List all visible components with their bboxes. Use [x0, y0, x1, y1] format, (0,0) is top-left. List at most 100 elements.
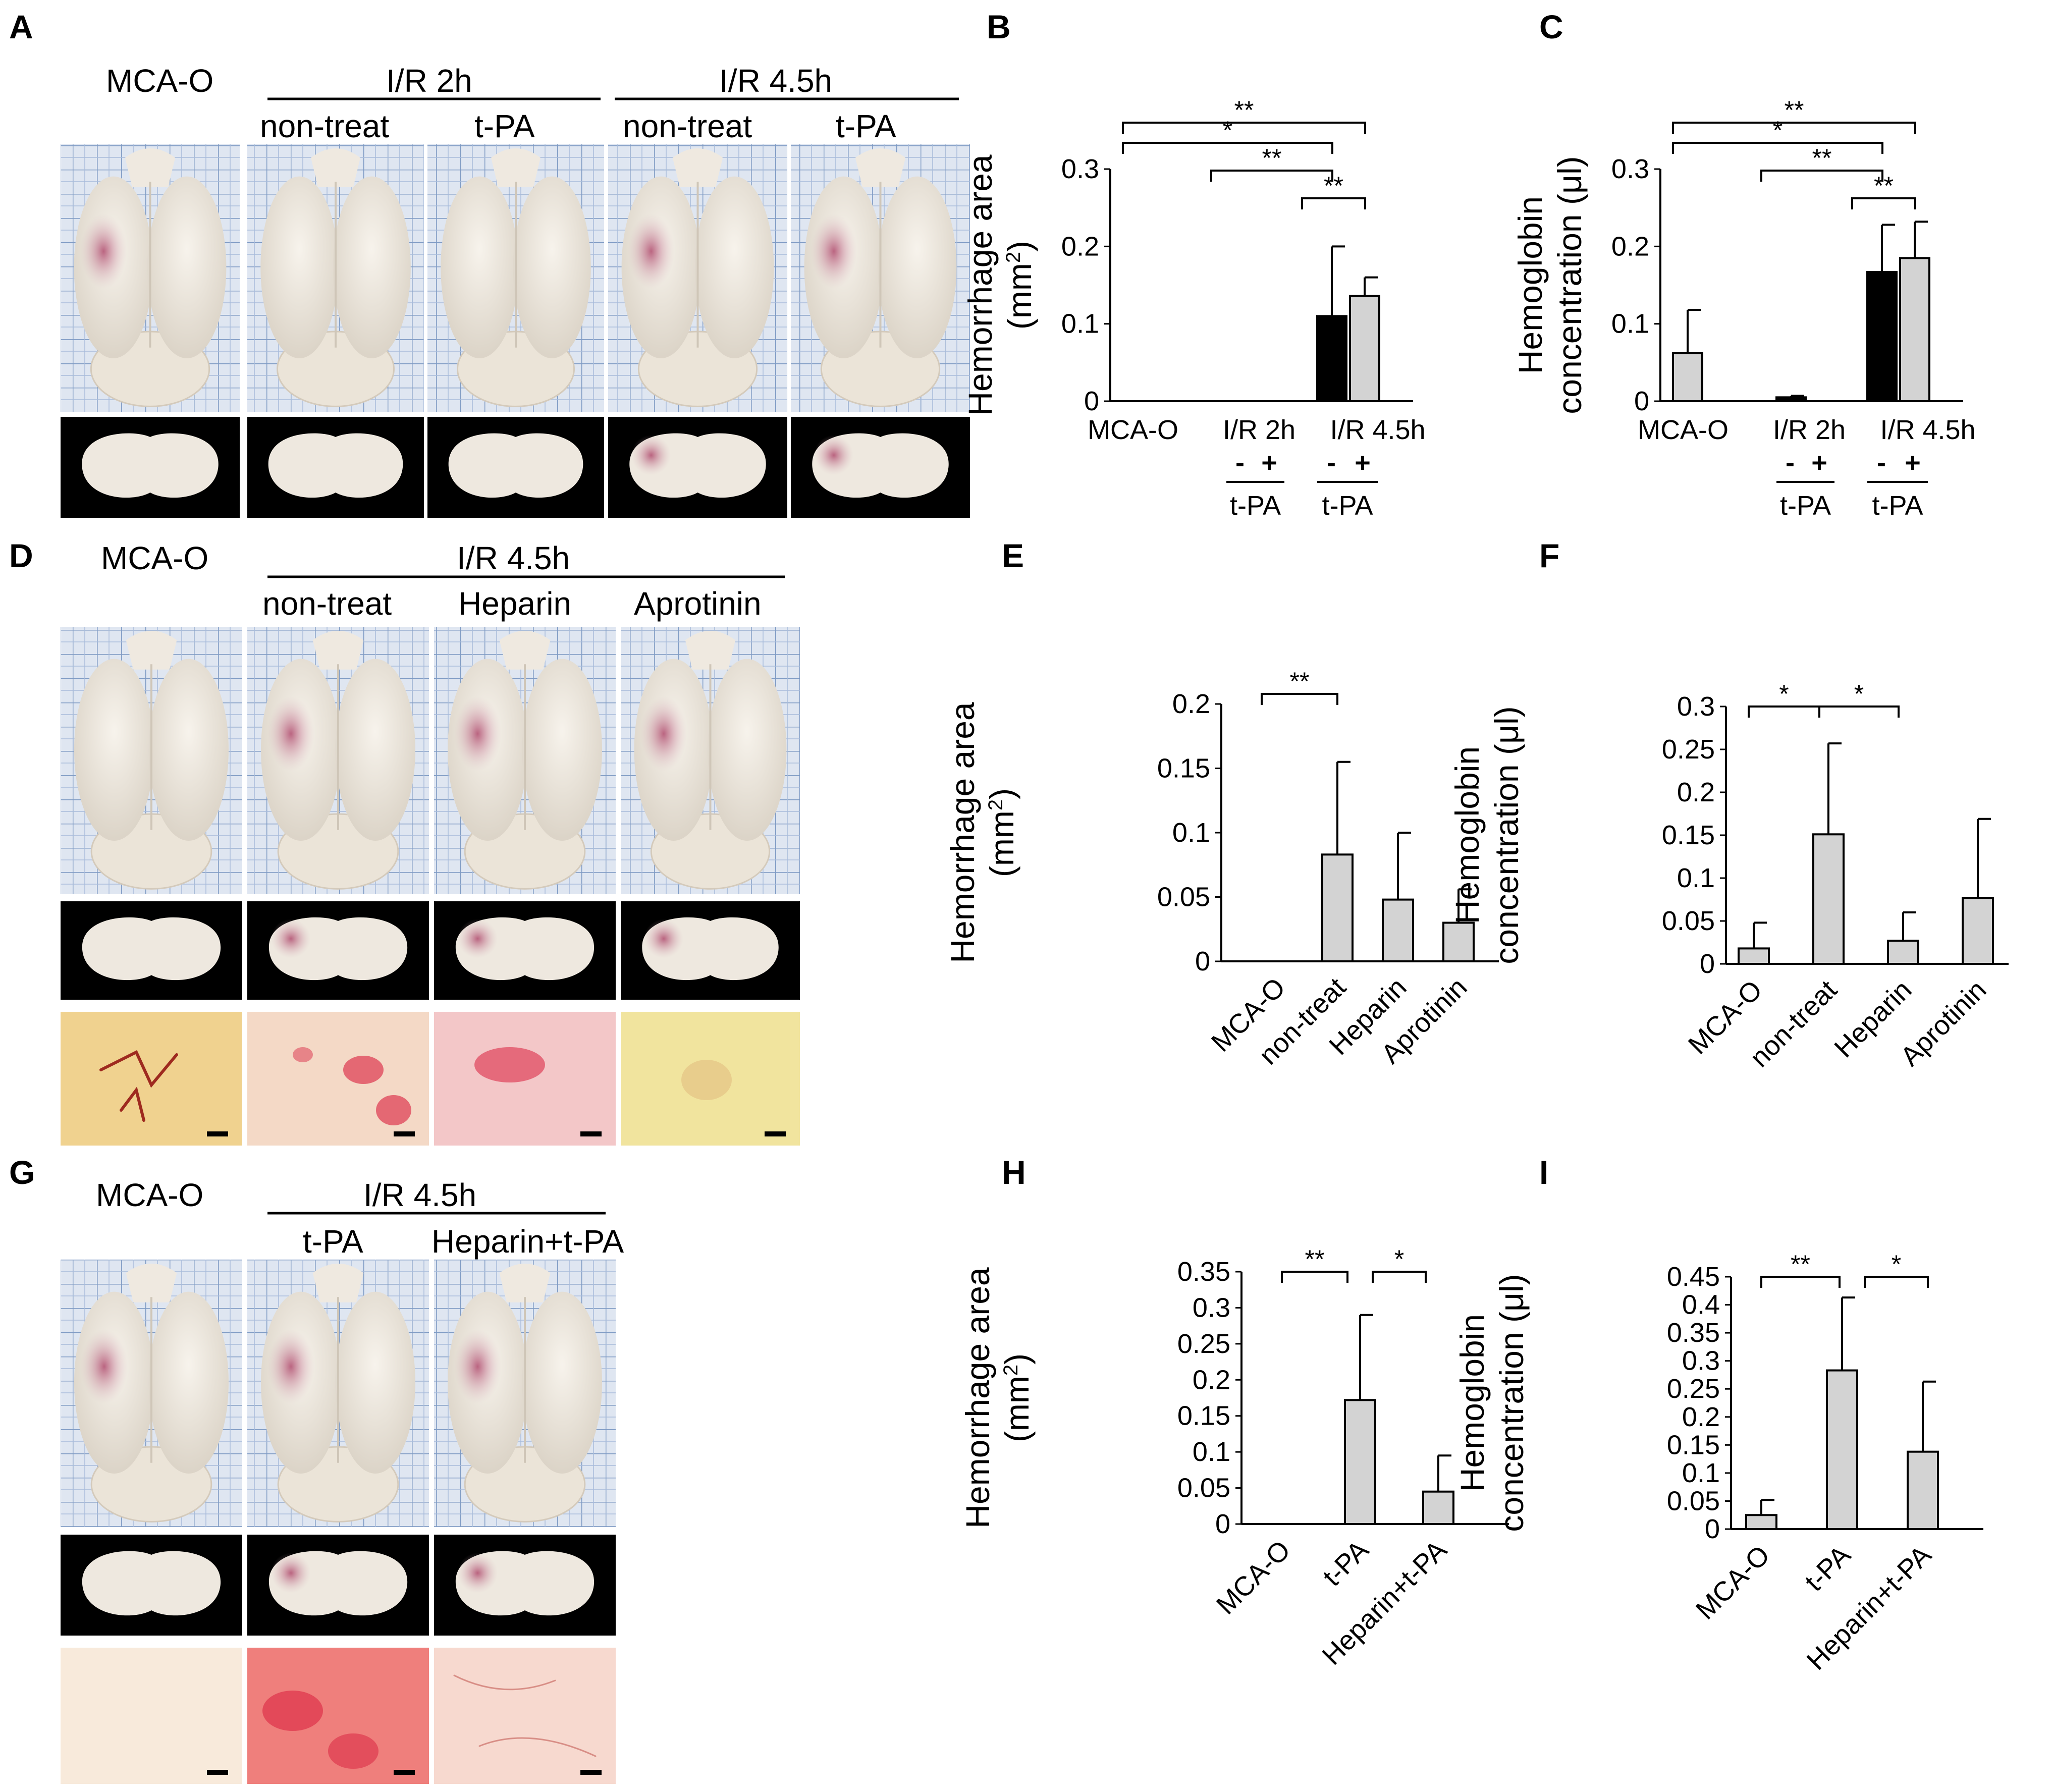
panel-d-stain-1-vessel-0 [99, 1050, 178, 1122]
panel-letter-a: A [9, 8, 33, 45]
chart-C-ytick-label-2: 0.2 [1611, 231, 1649, 261]
panel-d-section-3-hemorrhage [457, 919, 498, 959]
chart-C-bar-4 [1899, 257, 1930, 402]
panel-d-stain-2-scale-bar [394, 1131, 415, 1136]
chart-E-ylabel-line1: Hemorrhage area [944, 702, 981, 963]
chart-F-sig-1-stars: * [1854, 680, 1864, 708]
panel-d-stain-1-scale-bar [207, 1131, 228, 1136]
panel-a-col-tpa-2: t-PA [836, 108, 896, 144]
chart-H-ylabel-line2: (mm2) [998, 1353, 1036, 1442]
chart-F-sig-0-stars: * [1779, 680, 1789, 708]
chart-B-sig-0-stars: ** [1234, 96, 1254, 124]
chart-E-ylabel-line2: (mm2) [983, 788, 1020, 877]
panel-g-brain-2-olfactory-bulb [312, 1263, 364, 1302]
panel-letter-i: I [1539, 1154, 1548, 1191]
panel-d-brain-1-right-hemisphere [148, 659, 229, 841]
chart-B-tpa-label-0: t-PA [1230, 491, 1281, 521]
chart-I-ylabel-line2: concentration (μl) [1493, 1274, 1530, 1532]
panel-d-stain-1-background [61, 1012, 242, 1146]
panel-g-stain-1-scale-bar [207, 1770, 228, 1775]
panel-a-brain-5-right-hemisphere [878, 176, 957, 358]
chart-H-ytick-label-7: 0.35 [1177, 1257, 1230, 1287]
panel-g-brain-3-olfactory-bulb [499, 1263, 551, 1302]
chart-H-ytick-label-6: 0.3 [1193, 1292, 1230, 1323]
chart-B-sig-2-stars: ** [1262, 144, 1282, 172]
panel-d-col-heparin: Heparin [458, 585, 571, 622]
chart-C-sig-1-stars: * [1773, 116, 1783, 144]
panel-a-brain-1-olfactory-bulb [125, 148, 176, 187]
panel-letter-c: C [1539, 8, 1563, 45]
panel-g-stain-3-scale-bar [580, 1770, 602, 1775]
panel-d-brain-1-left-hemisphere [74, 659, 154, 841]
chart-I-ytick-label-2: 0.1 [1682, 1458, 1720, 1488]
chart-F-ytick-label-6: 0.3 [1677, 691, 1715, 722]
chart-C-sig-3-stars: ** [1874, 172, 1894, 200]
chart-H-ylabel-line1: Hemorrhage area [959, 1267, 996, 1529]
chart-F-ytick-label-5: 0.25 [1662, 734, 1715, 765]
panel-a-section-2-slice [268, 433, 403, 498]
panel-g-brain-1-olfactory-bulb [126, 1263, 177, 1302]
panel-d-section-2-hemorrhage [271, 919, 311, 959]
chart-I-ylabel-line1: Hemoglobin [1453, 1314, 1491, 1492]
panel-g-section-2 [247, 1535, 429, 1636]
chart-B-sig-1-stars: * [1223, 116, 1232, 144]
chart-B-sig-2 [1210, 170, 1333, 182]
chart-C-group-label-2: I/R 4.5h [1880, 415, 1975, 445]
chart-F-sig-0 [1748, 705, 1820, 718]
panel-g-brain-2-right-hemisphere [335, 1291, 415, 1474]
panel-g-brain-3-hemorrhage [454, 1329, 502, 1404]
chart-B-ylabel-line2: (mm2) [1001, 241, 1038, 330]
panel-g-stain-2-spot-1 [328, 1733, 379, 1769]
chart-H-ytick-label-3: 0.15 [1177, 1401, 1230, 1431]
chart-B-sub-label-3: + [1355, 448, 1371, 478]
panel-a-brain-3-right-hemisphere [513, 176, 591, 358]
panel-a-label-ir2h: I/R 2h [386, 63, 472, 99]
panel-a-section-3-slice [448, 433, 583, 498]
chart-H-sig-1-stars: * [1394, 1245, 1404, 1273]
panel-a-label-mca-o: MCA-O [106, 63, 213, 99]
chart-F-bar-0 [1738, 947, 1770, 965]
panel-g-stain-3-vessel-0 [453, 1674, 597, 1757]
chart-H-ytick-label-2: 0.1 [1193, 1437, 1230, 1467]
panel-d-section-1 [61, 901, 242, 1000]
chart-C-group-label-1: I/R 2h [1773, 415, 1846, 445]
panel-a-brain-2-right-hemisphere [333, 176, 411, 358]
panel-d-stain-2-spot-0 [343, 1056, 384, 1084]
chart-C-sig-1 [1672, 142, 1883, 154]
chart-I-ytick-label-6: 0.3 [1682, 1346, 1720, 1376]
chart-B-tpa-label-1: t-PA [1322, 491, 1373, 521]
chart-C-tpa-label-0: t-PA [1780, 491, 1831, 521]
panel-d-stain-2 [247, 1012, 429, 1146]
panel-g-brain-3-right-hemisphere [522, 1291, 603, 1474]
chart-B-sig-1 [1122, 142, 1333, 154]
panel-g-stain-2 [247, 1648, 429, 1784]
chart-I-sig-1-stars: * [1892, 1250, 1901, 1278]
chart-C-sub-label-1: + [1811, 448, 1827, 478]
panel-d-brain-4 [621, 627, 800, 894]
panel-d-brain-3-olfactory-bulb [499, 630, 551, 670]
panel-g-stain-2-scale-bar [394, 1770, 415, 1775]
chart-C-ytick-label-1: 0.1 [1611, 309, 1649, 339]
panel-g-col-heparin-tpa: Heparin+t-PA [431, 1223, 624, 1260]
panel-a-section-3 [427, 417, 604, 518]
panel-d-brain-2-olfactory-bulb [312, 630, 364, 670]
chart-B-ytick-label-2: 0.2 [1061, 231, 1099, 261]
panel-d-label-mca-o: MCA-O [101, 540, 208, 576]
chart-C-sub-label-2: - [1877, 448, 1886, 478]
chart-E-bar-3 [1442, 921, 1475, 962]
panel-d-stain-4-spot-0 [681, 1060, 732, 1100]
chart-F-ytick-label-1: 0.05 [1662, 906, 1715, 936]
panel-letter-d: D [9, 537, 33, 574]
chart-C-ytick-label-3: 0.3 [1611, 154, 1649, 184]
chart-C-tpa-label-1: t-PA [1872, 491, 1923, 521]
chart-F-ylabel-line2: concentration (μl) [1488, 706, 1525, 964]
panel-g-section-3 [434, 1535, 616, 1636]
panel-letter-h: H [1002, 1154, 1026, 1191]
panel-a-label-ir45h: I/R 4.5h [719, 63, 832, 99]
panel-g-col-tpa: t-PA [303, 1223, 363, 1260]
panel-d-stain-2-spot-2 [293, 1047, 313, 1062]
panel-g-brain-2 [247, 1260, 429, 1527]
panel-g-section-1-slice [82, 1551, 221, 1616]
